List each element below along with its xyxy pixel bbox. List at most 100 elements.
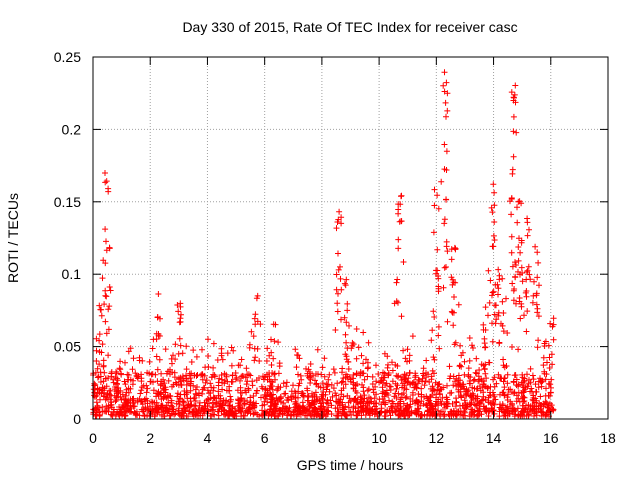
- data-point: [117, 393, 124, 400]
- data-point: [335, 290, 341, 297]
- data-point: [334, 300, 341, 307]
- data-point: [478, 376, 485, 383]
- data-point: [266, 352, 273, 359]
- data-point: [513, 376, 520, 383]
- data-point: [444, 248, 451, 255]
- data-point: [215, 382, 222, 389]
- data-point: [290, 382, 296, 389]
- data-point: [443, 148, 450, 155]
- data-point: [461, 397, 468, 404]
- data-point: [147, 378, 154, 385]
- data-point: [393, 279, 400, 286]
- data-point: [125, 376, 132, 383]
- data-point: [117, 366, 124, 373]
- data-point: [548, 351, 555, 358]
- data-point: [163, 402, 170, 409]
- data-point: [181, 399, 187, 406]
- data-point: [344, 392, 351, 399]
- data-point: [140, 408, 147, 415]
- data-point: [447, 390, 453, 397]
- data-point: [136, 395, 143, 402]
- data-point: [280, 380, 287, 387]
- data-point: [394, 276, 401, 283]
- data-point: [499, 298, 506, 305]
- data-point: [510, 390, 517, 397]
- data-point: [431, 314, 438, 320]
- data-point: [399, 380, 406, 387]
- data-point: [339, 365, 346, 372]
- data-point: [339, 378, 346, 385]
- data-point: [239, 372, 246, 379]
- data-point: [504, 408, 511, 415]
- data-point: [106, 303, 113, 310]
- data-point: [434, 192, 441, 199]
- data-point: [409, 392, 416, 398]
- data-point: [267, 391, 274, 398]
- data-point: [485, 407, 492, 414]
- data-point: [495, 371, 502, 378]
- data-point: [199, 346, 205, 353]
- data-point: [254, 318, 261, 325]
- data-point: [96, 361, 103, 368]
- data-point: [491, 237, 498, 243]
- data-point: [505, 391, 511, 398]
- data-point: [466, 335, 473, 341]
- data-point: [452, 339, 459, 346]
- data-point: [545, 392, 552, 399]
- data-point: [482, 304, 489, 311]
- data-point: [199, 371, 206, 377]
- data-point: [512, 259, 518, 266]
- data-point: [199, 390, 206, 397]
- data-point: [386, 397, 392, 404]
- data-point: [529, 406, 536, 413]
- data-point: [271, 338, 278, 345]
- data-point: [268, 383, 275, 389]
- data-point: [241, 400, 248, 407]
- data-point: [308, 402, 315, 409]
- chart-title: Day 330 of 2015, Rate Of TEC Index for r…: [182, 19, 517, 35]
- data-point: [515, 244, 522, 250]
- data-point: [309, 394, 316, 401]
- data-point: [443, 264, 449, 270]
- data-point: [544, 359, 550, 366]
- data-point: [448, 256, 455, 263]
- data-point: [389, 398, 396, 405]
- data-point: [337, 263, 343, 270]
- data-point: [193, 372, 200, 379]
- data-point: [485, 267, 492, 274]
- data-point: [113, 368, 119, 375]
- data-point: [121, 378, 128, 385]
- data-point: [323, 386, 330, 393]
- data-point: [441, 141, 448, 148]
- data-point: [299, 399, 306, 406]
- data-point: [495, 291, 501, 298]
- data-point: [247, 372, 254, 379]
- data-point: [297, 408, 303, 415]
- data-point: [372, 400, 379, 407]
- data-point: [136, 357, 143, 364]
- data-point: [130, 355, 137, 362]
- data-point: [144, 385, 151, 392]
- data-point: [470, 345, 476, 351]
- data-point: [550, 315, 557, 322]
- data-point: [535, 384, 542, 391]
- data-point: [176, 396, 183, 403]
- data-point: [98, 349, 105, 356]
- data-point: [418, 391, 425, 398]
- data-point: [438, 400, 445, 407]
- data-point: [435, 332, 442, 339]
- data-point: [223, 373, 230, 380]
- data-point: [474, 395, 480, 402]
- data-point: [515, 383, 522, 390]
- data-point: [466, 378, 473, 384]
- data-point: [536, 400, 543, 407]
- data-point: [245, 408, 252, 415]
- data-point: [499, 406, 505, 413]
- data-point: [521, 375, 528, 382]
- data-point: [428, 385, 434, 392]
- data-point: [146, 358, 153, 365]
- data-point: [350, 375, 357, 382]
- data-point: [532, 388, 539, 395]
- data-point: [99, 341, 106, 348]
- data-point: [318, 403, 325, 410]
